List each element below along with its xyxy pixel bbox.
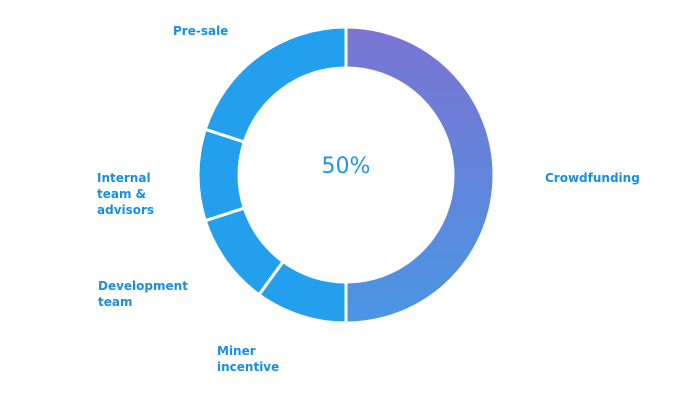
- slice-pre-sale: [203, 25, 348, 144]
- slice-internal-team-advisors: [196, 127, 247, 223]
- slice-label-development-team: Development team: [98, 279, 188, 309]
- slice-label-crowdfunding: Crowdfunding: [545, 171, 640, 185]
- slice-label-miner-incentive: Miner incentive: [217, 344, 280, 374]
- center-percentage-label: 50%: [321, 154, 371, 179]
- slice-label-internal-team-advisors: Internal team & advisors: [97, 171, 155, 217]
- slice-label-pre-sale: Pre-sale: [173, 24, 229, 38]
- donut-slices: [196, 25, 496, 325]
- slice-crowdfunding: [344, 25, 496, 325]
